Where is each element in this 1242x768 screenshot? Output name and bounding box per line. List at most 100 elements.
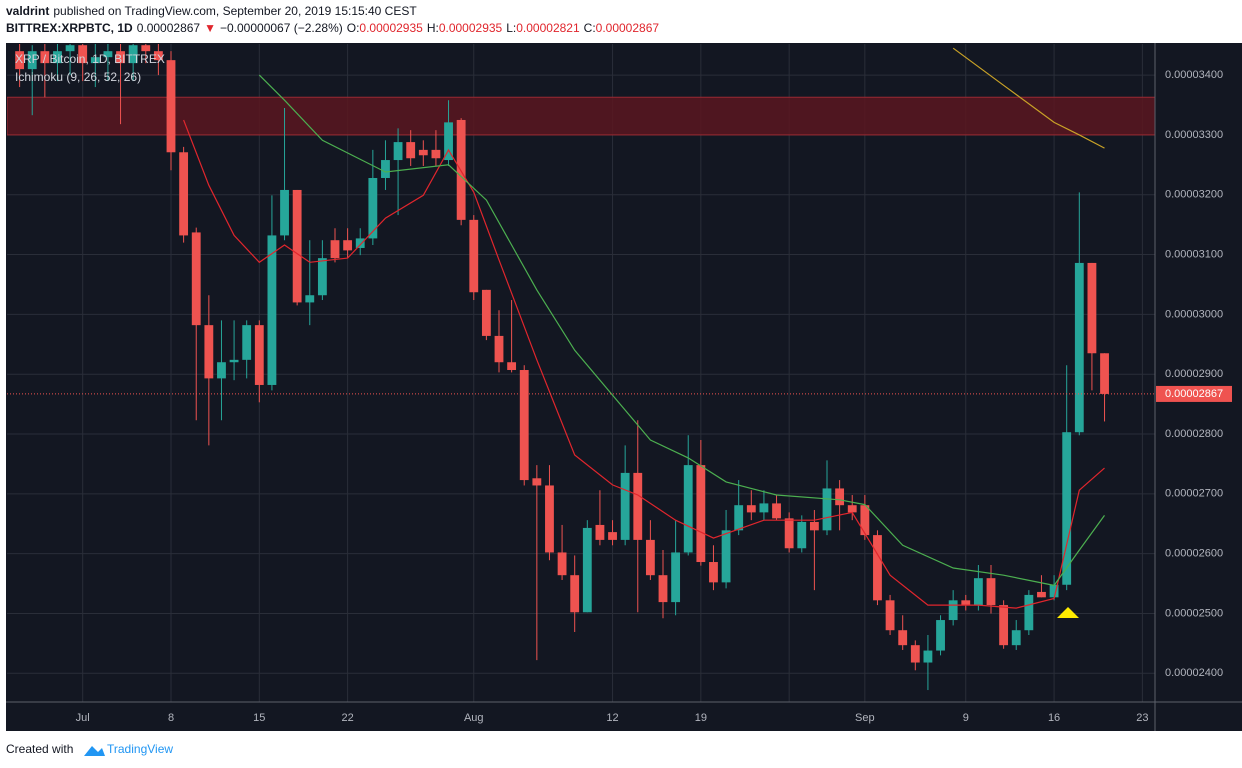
y-tick-label: 0.00003200 xyxy=(1165,189,1223,201)
candle-body xyxy=(620,472,630,540)
candle-body xyxy=(217,362,226,379)
candle-body xyxy=(948,600,958,621)
candle-body xyxy=(330,240,340,259)
candle-body xyxy=(898,630,908,646)
indicator-line xyxy=(952,47,1105,149)
axes: 0.00002400 0.00002500 0.00002600 0.00002700… xyxy=(76,69,1232,724)
candle-body xyxy=(923,650,933,663)
candle-body xyxy=(27,51,37,70)
candle-body xyxy=(847,505,857,513)
candle-body xyxy=(645,539,655,576)
candle-body xyxy=(494,335,504,363)
candle-body xyxy=(53,51,62,64)
plot-area xyxy=(7,44,1155,691)
x-tick-label: 9 xyxy=(963,712,969,724)
candle-body xyxy=(1062,432,1072,585)
indicator-line xyxy=(183,119,1105,609)
candle-body xyxy=(671,552,681,603)
y-tick-label: 0.00003000 xyxy=(1165,308,1223,320)
candle-body xyxy=(431,149,441,159)
brand-logo xyxy=(84,746,105,756)
footer-text: Created with xyxy=(6,742,73,756)
high: 0.00002935 xyxy=(439,21,503,35)
candle-body xyxy=(822,488,832,531)
candle-body xyxy=(305,295,315,303)
candle-body xyxy=(267,235,277,385)
candle-body xyxy=(696,465,706,563)
y-tick-label: 0.00002900 xyxy=(1165,368,1223,380)
candle-body xyxy=(78,45,88,64)
last-price-box xyxy=(1156,385,1232,402)
candle-body xyxy=(343,240,353,251)
y-tick-label: 0.00002500 xyxy=(1165,607,1223,619)
x-tick-label: 12 xyxy=(606,712,618,724)
x-tick-label: Aug xyxy=(464,712,484,724)
candle-body xyxy=(103,51,113,58)
candle-body xyxy=(393,142,403,161)
candle-body xyxy=(772,503,781,519)
candle-body xyxy=(999,605,1009,646)
indicator-line xyxy=(258,74,1105,587)
candle-body xyxy=(116,51,125,64)
candle-body xyxy=(570,575,580,613)
candle-body xyxy=(519,370,529,481)
candle-body xyxy=(885,600,895,631)
y-tick-label: 0.00003300 xyxy=(1165,129,1223,141)
candle-body xyxy=(860,505,870,536)
candle-body xyxy=(406,142,416,159)
candle-body xyxy=(507,362,517,371)
candle-body xyxy=(179,152,189,236)
candle-body xyxy=(557,552,567,576)
candle-body xyxy=(381,160,390,178)
candle-body xyxy=(191,232,201,326)
candle-body xyxy=(683,465,693,553)
y-tick-label: 0.00002600 xyxy=(1165,548,1223,560)
header-quote: BITTREX:XRPBTC, 1D 0.00002867 ▼ −0.00000067… xyxy=(6,21,659,35)
y-tick-label: 0.00002700 xyxy=(1165,488,1223,500)
candle-body xyxy=(532,478,542,486)
last-price-label: 0.00002867 xyxy=(1165,388,1223,400)
candle-body xyxy=(582,527,592,613)
x-tick-label: 8 xyxy=(168,712,174,724)
published: published on TradingView.com, September … xyxy=(53,4,417,18)
arrow: ▼ xyxy=(204,21,216,35)
signal-marker xyxy=(1057,607,1079,618)
candle-body xyxy=(1049,584,1059,598)
candle-body xyxy=(746,505,756,513)
candle-body xyxy=(418,149,428,156)
candle-body xyxy=(317,258,327,296)
candle-body xyxy=(1074,262,1084,433)
candle-body xyxy=(242,325,252,360)
candle-body xyxy=(1100,353,1109,394)
candle-body xyxy=(1037,591,1046,598)
x-tick-label: 15 xyxy=(253,712,265,724)
legend-title: XRP / Bitcoin, 1D, BITTREX xyxy=(15,52,165,66)
candle-body xyxy=(141,45,151,52)
candle-body xyxy=(1024,594,1034,631)
candle-body xyxy=(292,189,302,303)
candle-body xyxy=(809,521,819,531)
candle-body xyxy=(633,472,643,540)
candle-body xyxy=(40,51,50,64)
candle-body xyxy=(166,60,176,153)
candle-body xyxy=(65,45,75,52)
candle-body xyxy=(368,177,378,239)
candle-body xyxy=(204,325,214,379)
x-tick-label: Sep xyxy=(855,712,875,724)
candle-body xyxy=(355,238,365,248)
x-tick-label: 16 xyxy=(1048,712,1060,724)
resistance-zone xyxy=(7,96,1155,136)
footer-brand[interactable]: TradingView xyxy=(107,742,173,756)
candle-body xyxy=(709,562,718,583)
candle-body xyxy=(973,578,983,606)
change: −0.00000067 (−2.28%) xyxy=(220,21,343,35)
candle-body xyxy=(734,505,744,531)
candle-body xyxy=(444,122,453,161)
candle-body xyxy=(1087,262,1097,354)
author: valdrint xyxy=(6,4,49,18)
candle-body xyxy=(456,119,466,220)
last-price: 0.00002867 xyxy=(137,21,201,35)
x-tick-label: 23 xyxy=(1136,712,1148,724)
candle-body xyxy=(229,359,239,363)
